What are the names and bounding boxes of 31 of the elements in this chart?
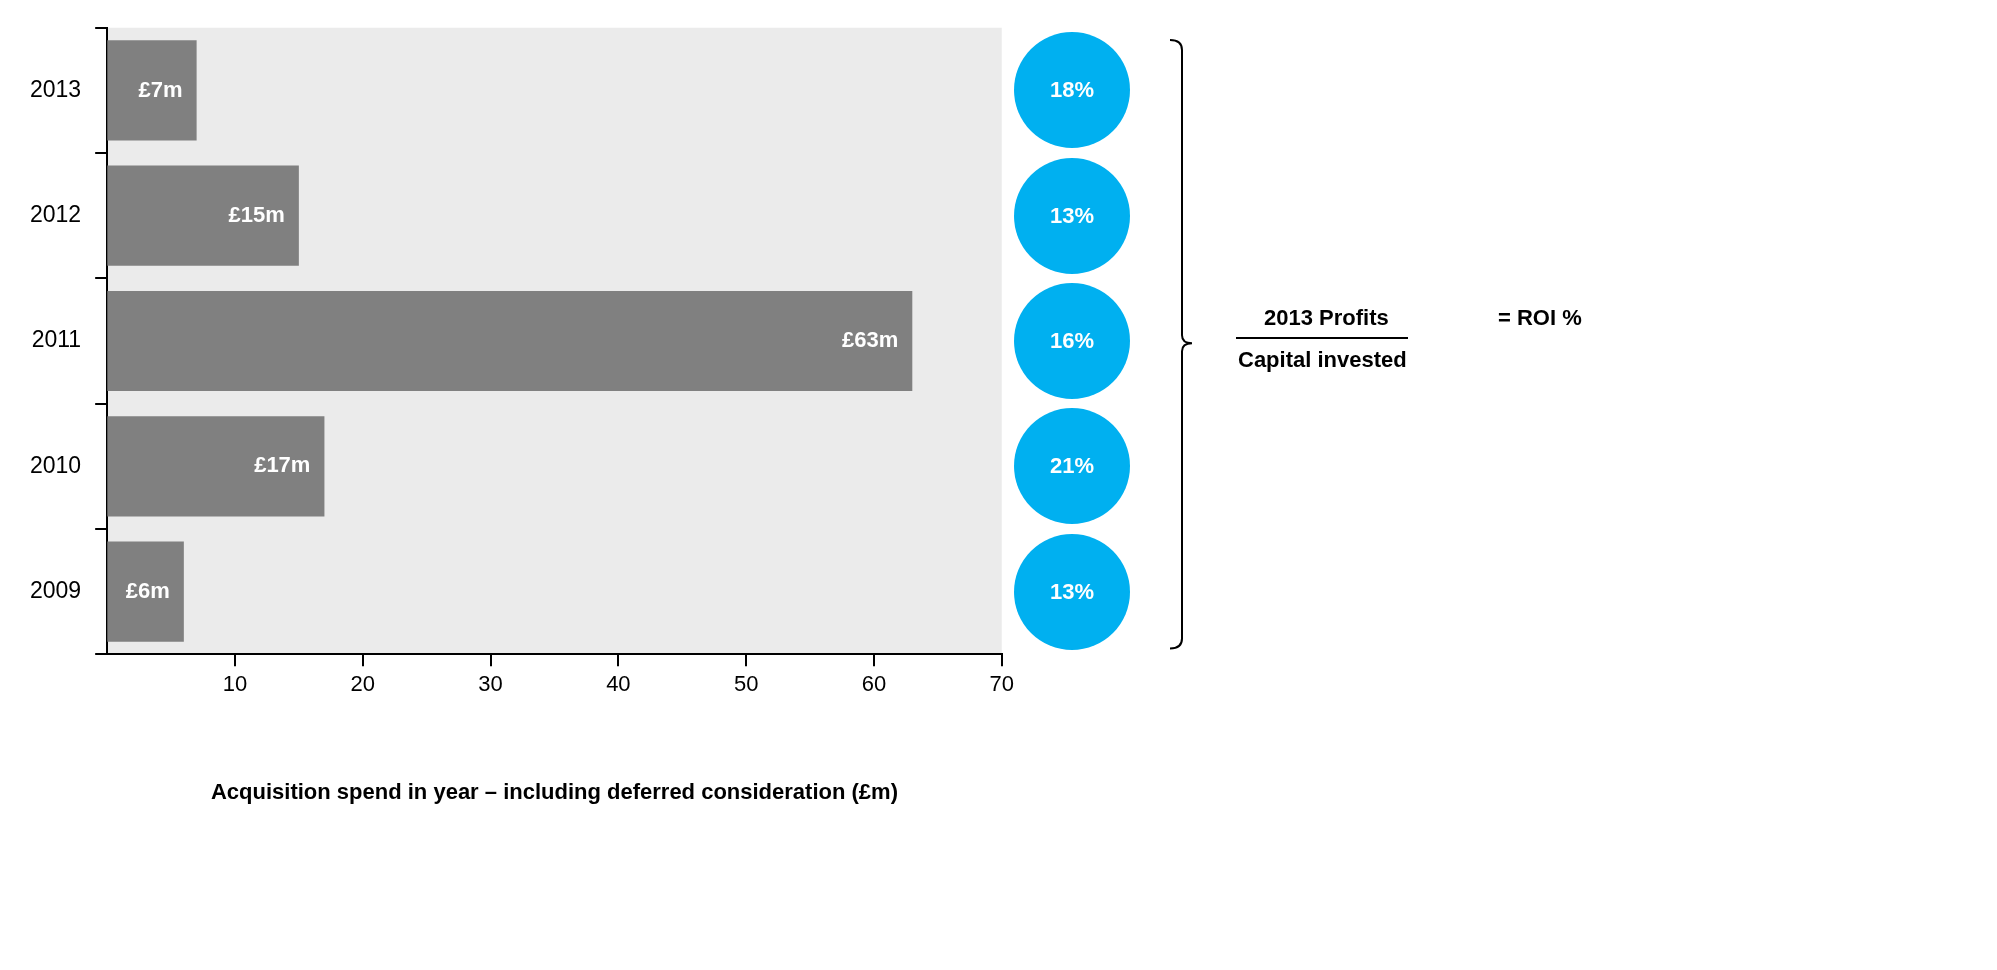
data-label: £17m [254,452,311,478]
y-tick-label: 2012 [29,201,82,228]
x-tick-label: 40 [606,671,631,697]
text: 13% [1049,202,1095,229]
text: 21% [1049,453,1095,480]
y-tick-label: 2010 [29,451,82,478]
bar [107,40,197,141]
data-label: £15m [228,201,285,227]
x-tick-label: 70 [989,671,1015,697]
x-tick-label: 30 [478,671,503,697]
bar [107,541,184,642]
x-tick-label: 60 [861,671,887,697]
data-label: £63m [842,327,899,353]
text: 16% [1049,328,1095,354]
x-tick-label: 20 [350,671,376,697]
text: 13% [1049,578,1095,605]
data-label: £6m [125,577,170,603]
x-axis-title: Acquisition spend in year – including deferred consideration (£m) [210,778,898,804]
text: = ROI % [1498,305,1582,331]
y-tick-label: 2011 [31,326,82,353]
bar [107,290,913,392]
x-tick-label: 50 [733,671,759,697]
x-tick-label: 10 [222,671,248,697]
bar [107,165,299,266]
text: Capital invested [1238,347,1407,373]
text: 2013 Profits [1264,305,1389,331]
bar [107,416,325,517]
text: 18% [1049,77,1095,104]
y-tick-label: 2013 [29,75,82,102]
data-label: £7m [138,76,183,102]
y-tick-label: 2009 [29,576,82,603]
